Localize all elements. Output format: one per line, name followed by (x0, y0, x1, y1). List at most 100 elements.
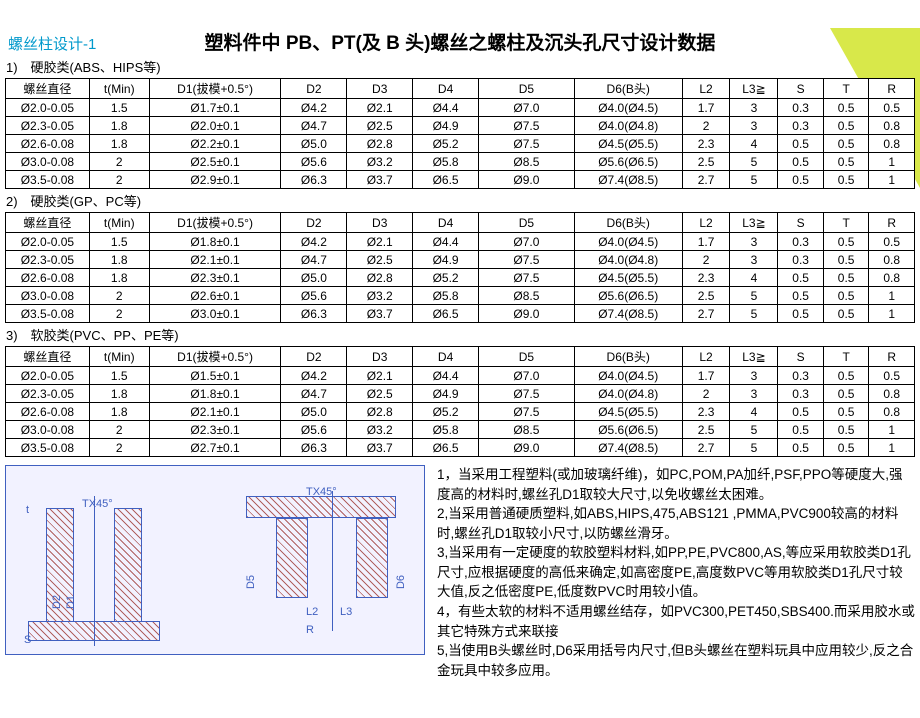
column-header: R (869, 79, 915, 99)
table-cell: 0.5 (823, 305, 869, 323)
table-cell: Ø4.5(Ø5.5) (574, 135, 682, 153)
dg-d2: D2 (51, 595, 63, 609)
table-cell: 3 (730, 385, 778, 403)
table-cell: Ø2.6-0.08 (6, 269, 90, 287)
table-cell: Ø7.5 (479, 251, 575, 269)
table-cell: Ø5.0 (281, 403, 347, 421)
table-cell: 0.5 (823, 421, 869, 439)
table-cell: Ø7.5 (479, 117, 575, 135)
table-cell: Ø4.5(Ø5.5) (574, 269, 682, 287)
table-cell: Ø7.0 (479, 367, 575, 385)
column-header: D4 (413, 213, 479, 233)
table-cell: Ø3.0-0.08 (6, 287, 90, 305)
section-label: 3) 软胶类(PVC、PP、PE等) (0, 323, 920, 346)
table-cell: Ø5.6 (281, 287, 347, 305)
table-cell: 0.5 (823, 269, 869, 287)
table-cell: Ø2.6-0.08 (6, 135, 90, 153)
table-cell: Ø2.8 (347, 269, 413, 287)
dg-tx45-right: TX45° (306, 486, 337, 498)
table-cell: Ø2.9±0.1 (149, 171, 281, 189)
table-cell: Ø9.0 (479, 305, 575, 323)
table-row: Ø2.0-0.051.5Ø1.5±0.1Ø4.2Ø2.1Ø4.4Ø7.0Ø4.0… (6, 367, 915, 385)
table-cell: Ø6.5 (413, 305, 479, 323)
table-row: Ø2.3-0.051.8Ø2.1±0.1Ø4.7Ø2.5Ø4.9Ø7.5Ø4.0… (6, 251, 915, 269)
table-cell: Ø1.8±0.1 (149, 385, 281, 403)
table-cell: 1.5 (89, 233, 149, 251)
table-cell: 1.5 (89, 99, 149, 117)
column-header: D5 (479, 347, 575, 367)
table-cell: 1.8 (89, 117, 149, 135)
table-cell: 5 (730, 287, 778, 305)
table-cell: Ø5.2 (413, 403, 479, 421)
table-cell: Ø4.7 (281, 117, 347, 135)
table-cell: 2.3 (682, 269, 730, 287)
table-cell: 5 (730, 153, 778, 171)
table-cell: 1.8 (89, 269, 149, 287)
table-cell: 3 (730, 99, 778, 117)
section-label: 2) 硬胶类(GP、PC等) (0, 189, 920, 212)
table-cell: 2 (89, 305, 149, 323)
table-cell: 0.5 (778, 287, 824, 305)
table-cell: Ø1.5±0.1 (149, 367, 281, 385)
column-header: D6(B头) (574, 213, 682, 233)
notes-block: 1，当采用工程塑料(或加玻璃纤维)，如PC,POM,PA加纤,PSF,PPO等硬… (425, 465, 915, 680)
table-cell: Ø4.0(Ø4.5) (574, 233, 682, 251)
table-cell: Ø4.4 (413, 367, 479, 385)
table-cell: 0.5 (823, 153, 869, 171)
table-cell: Ø5.6 (281, 153, 347, 171)
table-cell: Ø4.9 (413, 117, 479, 135)
table-cell: Ø3.5-0.08 (6, 171, 90, 189)
column-header: D5 (479, 79, 575, 99)
table-cell: Ø6.3 (281, 171, 347, 189)
table-cell: 2 (89, 171, 149, 189)
column-header: 螺丝直径 (6, 79, 90, 99)
column-header: T (823, 213, 869, 233)
table-cell: Ø2.1 (347, 367, 413, 385)
dg-tx45-left: TX45° (82, 498, 113, 510)
table-cell: Ø3.2 (347, 287, 413, 305)
table-cell: Ø5.2 (413, 269, 479, 287)
column-header: L3≧ (730, 79, 778, 99)
table-cell: Ø3.0-0.08 (6, 153, 90, 171)
column-header: D2 (281, 213, 347, 233)
table-cell: Ø7.5 (479, 269, 575, 287)
table-cell: Ø2.7±0.1 (149, 439, 281, 457)
table-cell: 2.5 (682, 421, 730, 439)
table-cell: Ø4.2 (281, 99, 347, 117)
table-cell: Ø5.0 (281, 135, 347, 153)
table-cell: Ø4.9 (413, 251, 479, 269)
table-cell: 5 (730, 439, 778, 457)
dg-d1: D1 (65, 595, 77, 609)
table-cell: Ø2.8 (347, 135, 413, 153)
column-header: D6(B头) (574, 79, 682, 99)
main-title: 塑料件中 PB、PT(及 B 头)螺丝之螺柱及沉头孔尺寸设计数据 (0, 28, 920, 55)
table-cell: 0.8 (869, 251, 915, 269)
table-cell: Ø2.0-0.05 (6, 99, 90, 117)
column-header: T (823, 79, 869, 99)
table-cell: Ø1.8±0.1 (149, 233, 281, 251)
table-cell: 5 (730, 305, 778, 323)
table-cell: Ø6.3 (281, 305, 347, 323)
table-cell: Ø3.7 (347, 439, 413, 457)
table-cell: Ø7.4(Ø8.5) (574, 439, 682, 457)
table-cell: 0.5 (869, 233, 915, 251)
table-row: Ø2.6-0.081.8Ø2.3±0.1Ø5.0Ø2.8Ø5.2Ø7.5Ø4.5… (6, 269, 915, 287)
dg-t: t (26, 504, 29, 516)
table-cell: 2 (682, 385, 730, 403)
table-cell: Ø2.5 (347, 251, 413, 269)
table-cell: 1.8 (89, 251, 149, 269)
table-cell: 2.5 (682, 287, 730, 305)
table-cell: Ø2.5 (347, 117, 413, 135)
table-cell: Ø7.4(Ø8.5) (574, 305, 682, 323)
table-cell: Ø2.0-0.05 (6, 233, 90, 251)
column-header: D3 (347, 79, 413, 99)
table-cell: Ø3.5-0.08 (6, 439, 90, 457)
table-row: Ø3.0-0.082Ø2.6±0.1Ø5.6Ø3.2Ø5.8Ø8.5Ø5.6(Ø… (6, 287, 915, 305)
table-cell: 0.5 (778, 421, 824, 439)
table-cell: 5 (730, 171, 778, 189)
table-cell: Ø4.0(Ø4.8) (574, 117, 682, 135)
table-cell: Ø6.5 (413, 171, 479, 189)
table-cell: 0.3 (778, 251, 824, 269)
table-cell: 2 (89, 153, 149, 171)
table-cell: Ø4.7 (281, 385, 347, 403)
